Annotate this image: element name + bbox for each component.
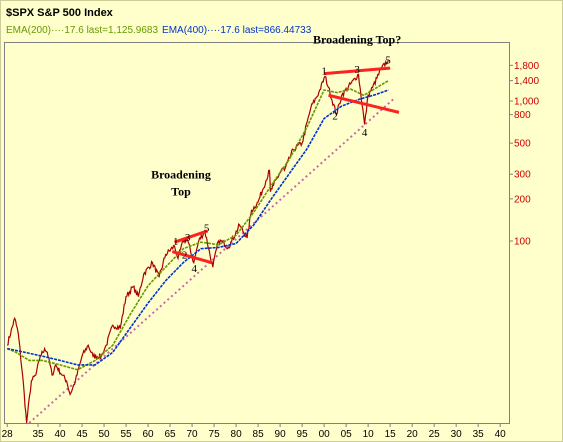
pattern-upper-line — [173, 229, 208, 244]
x-tick: 90 — [275, 423, 287, 440]
x-tick-label: 00 — [319, 429, 331, 440]
x-tick-label: 45 — [76, 429, 88, 440]
x-tick-label: 40 — [54, 429, 66, 440]
series-layer — [6, 59, 396, 424]
x-tick: 70 — [187, 423, 199, 440]
series-line-spx — [6, 59, 389, 424]
pattern-point-label: 1 — [173, 236, 179, 248]
x-tick: 80 — [231, 423, 243, 440]
x-tick: 60 — [142, 423, 154, 440]
pattern-lower-line — [171, 250, 213, 265]
y-tick-label: 800 — [514, 110, 531, 121]
y-tick: 1,400 — [509, 76, 539, 87]
y-tick: 300 — [509, 170, 531, 181]
x-tick-label: 55 — [120, 429, 132, 440]
series-line-ema200 — [6, 79, 389, 371]
x-tick-label: 80 — [231, 429, 243, 440]
y-tick: 800 — [509, 110, 531, 121]
pattern-point-label: 3 — [185, 232, 191, 244]
x-tick-label: 40 — [495, 429, 507, 440]
x-tick: 55 — [120, 423, 132, 440]
y-tick-label: 500 — [514, 139, 531, 150]
x-tick-label: 95 — [297, 429, 309, 440]
x-tick-label: 65 — [165, 429, 177, 440]
x-tick: 15 — [385, 423, 397, 440]
x-tick: 10 — [363, 423, 375, 440]
pattern-point-label: 5 — [204, 222, 210, 234]
x-tick-label: 35 — [473, 429, 485, 440]
x-tick: 35 — [32, 423, 44, 440]
x-tick-label: 50 — [98, 429, 110, 440]
x-tick: 28 — [2, 423, 14, 440]
pattern-point-label: 3 — [354, 64, 360, 76]
x-tick: 45 — [76, 423, 88, 440]
pattern-lower-line — [328, 93, 400, 114]
pattern-upper-line — [324, 66, 391, 76]
x-tick: 40 — [495, 423, 507, 440]
x-tick: 75 — [209, 423, 221, 440]
y-tick: 1,000 — [509, 97, 539, 108]
x-tick-label: 60 — [142, 429, 154, 440]
support-trendline — [28, 97, 396, 424]
series-line-ema400 — [7, 89, 389, 366]
legend-ema200-details: ····17.6 last=1,125.9683 — [51, 25, 158, 36]
plot-area — [4, 42, 510, 424]
legend: EMA(200)····17.6 last=1,125.9683 EMA(400)… — [6, 25, 312, 36]
x-tick: 05 — [341, 423, 353, 440]
pattern-title: Broadening Top? — [313, 33, 401, 47]
x-tick-label: 35 — [32, 429, 44, 440]
x-tick-label: 85 — [253, 429, 265, 440]
pattern-point-label: 4 — [362, 127, 368, 139]
x-tick-label: 25 — [429, 429, 441, 440]
pattern-annotation: 12 3 4 5 Broadening Top — [151, 167, 213, 275]
pattern-point-label: 1 — [321, 66, 327, 78]
pattern-point-label: 4 — [192, 263, 198, 275]
x-tick: 20 — [407, 423, 419, 440]
x-tick: 85 — [253, 423, 265, 440]
y-tick-label: 300 — [514, 170, 531, 181]
pattern-annotation: 1 2 3 4 5 Broadening Top? — [313, 33, 401, 140]
x-tick-label: 28 — [2, 429, 14, 440]
y-tick-label: 1,400 — [514, 76, 539, 87]
x-tick: 30 — [451, 423, 463, 440]
x-tick: 40 — [54, 423, 66, 440]
y-tick-label: 100 — [514, 236, 531, 247]
y-tick-label: 1,000 — [514, 97, 539, 108]
x-tick: 00 — [319, 423, 331, 440]
y-tick: 100 — [509, 236, 531, 247]
pattern-point-label: 2 — [332, 110, 338, 122]
x-tick: 35 — [473, 423, 485, 440]
x-tick-label: 20 — [407, 429, 419, 440]
y-tick: 200 — [509, 194, 531, 205]
x-tick-label: 90 — [275, 429, 287, 440]
x-tick: 25 — [429, 423, 441, 440]
x-tick: 50 — [98, 423, 110, 440]
y-tick-label: 200 — [514, 194, 531, 205]
pattern-point-label: 5 — [385, 55, 391, 67]
chart-title: $SPX S&P 500 Index — [6, 7, 114, 19]
x-tick-label: 15 — [385, 429, 397, 440]
x-tick-label: 10 — [363, 429, 375, 440]
x-tick-label: 70 — [187, 429, 199, 440]
x-tick-label: 30 — [451, 429, 463, 440]
x-tick-label: 75 — [209, 429, 221, 440]
x-tick-label: 05 — [341, 429, 353, 440]
pattern-title: Broadening — [151, 167, 211, 181]
pattern-title: Top — [171, 184, 191, 198]
legend-ema400-details: ····17.6 last=866.44733 — [207, 25, 312, 36]
x-tick: 95 — [297, 423, 309, 440]
legend-ema400-label: EMA(400) — [162, 25, 207, 36]
legend-ema200-label: EMA(200) — [6, 25, 51, 36]
x-tick: 65 — [165, 423, 177, 440]
y-tick: 1,800 — [509, 61, 539, 72]
y-tick: 500 — [509, 139, 531, 150]
pattern-point-label: 2 — [182, 250, 188, 262]
y-tick-label: 1,800 — [514, 61, 539, 72]
